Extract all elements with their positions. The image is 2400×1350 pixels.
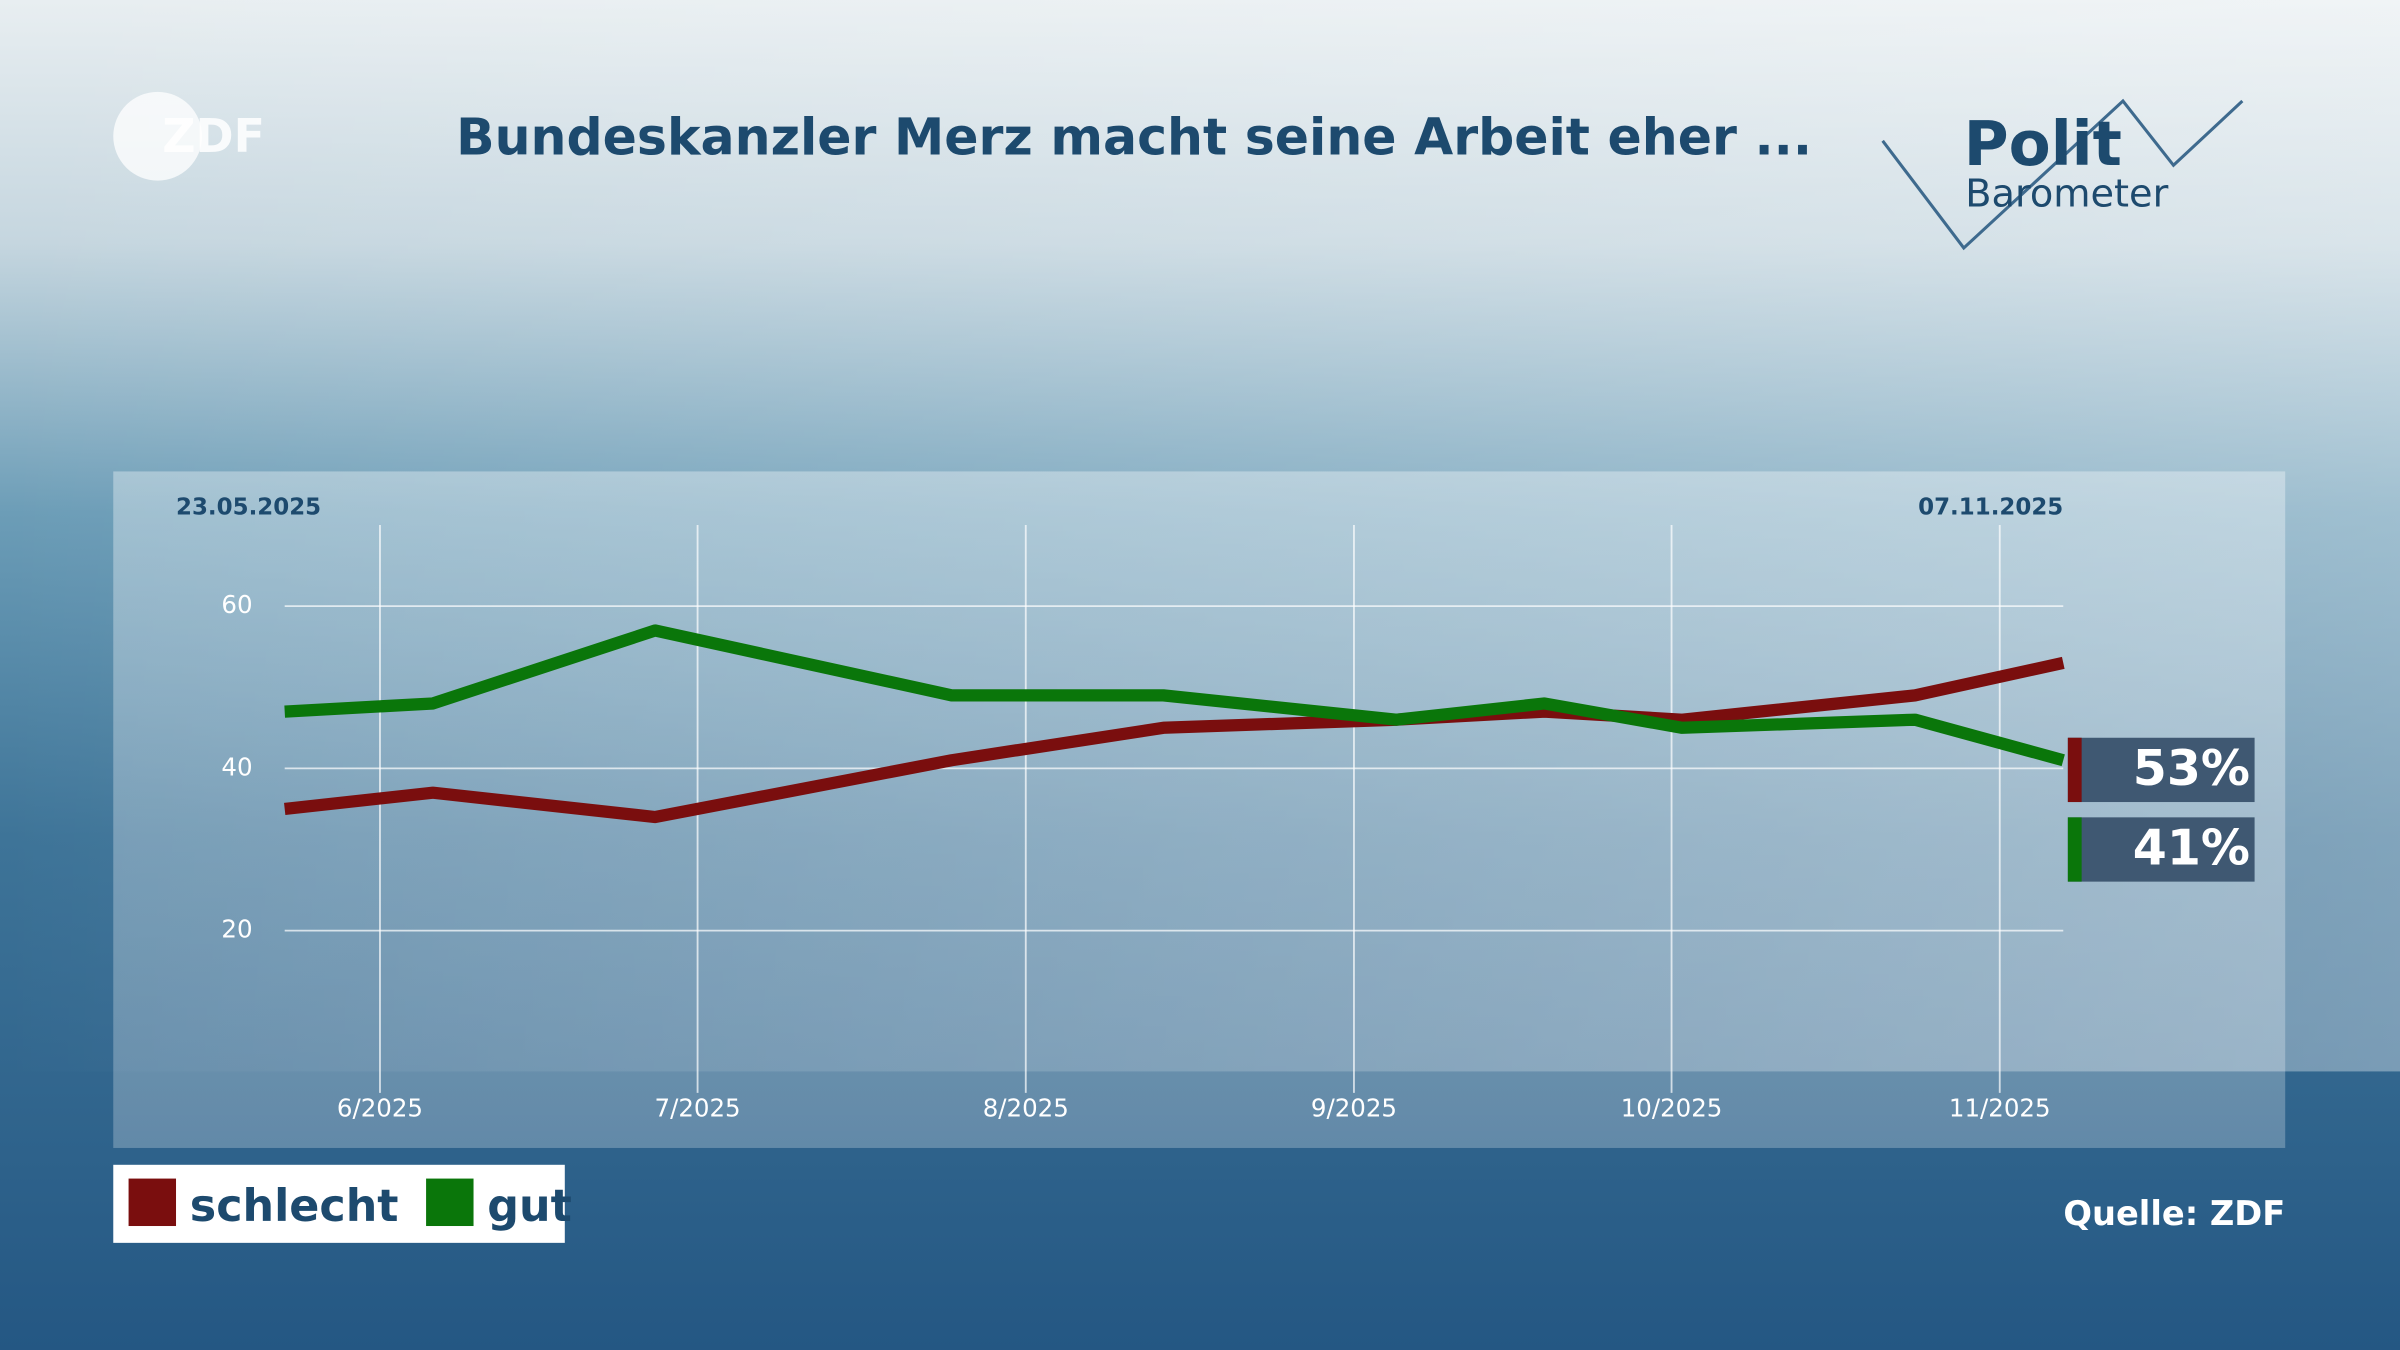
y-tick-label: 60 <box>221 590 252 619</box>
legend-swatch <box>426 1178 474 1227</box>
end-label-swatch <box>2067 737 2082 803</box>
legend-swatch <box>128 1178 177 1227</box>
end-label-bg <box>2067 817 2255 882</box>
series-line <box>284 656 2065 824</box>
x-tick-label: 8/2025 <box>983 1094 1069 1123</box>
end-label: 53% <box>2133 740 2250 797</box>
legend-label: gut <box>487 1181 572 1232</box>
source: Quelle: ZDF <box>2063 1194 2285 1233</box>
brand-line2: Barometer <box>1965 171 2168 216</box>
y-tick-label: 20 <box>221 915 252 944</box>
y-tick-label: 40 <box>221 752 252 781</box>
x-tick-label: 10/2025 <box>1621 1094 1723 1123</box>
chart-title: Bundeskanzler Merz macht seine Arbeit eh… <box>456 107 1812 166</box>
end-label-swatch <box>2067 817 2082 882</box>
end-label-bg <box>2067 737 2255 803</box>
brand-line1: Polit <box>1964 109 2122 180</box>
logo: ZDF <box>162 109 265 163</box>
end-date: 07.11.2025 <box>1918 495 2063 521</box>
legend-label: schlecht <box>190 1181 399 1232</box>
legend-box <box>113 1164 565 1243</box>
plot-panel <box>113 471 2286 1148</box>
x-tick-label: 9/2025 <box>1311 1094 1397 1123</box>
x-tick-label: 7/2025 <box>655 1094 741 1123</box>
brand-zigzag <box>1881 98 2244 251</box>
logo-circle <box>113 91 203 181</box>
start-date: 23.05.2025 <box>176 495 321 521</box>
end-label: 41% <box>2133 820 2250 877</box>
x-tick-label: 11/2025 <box>1949 1094 2051 1123</box>
series-line <box>284 624 2065 767</box>
x-tick-label: 6/2025 <box>337 1094 423 1123</box>
